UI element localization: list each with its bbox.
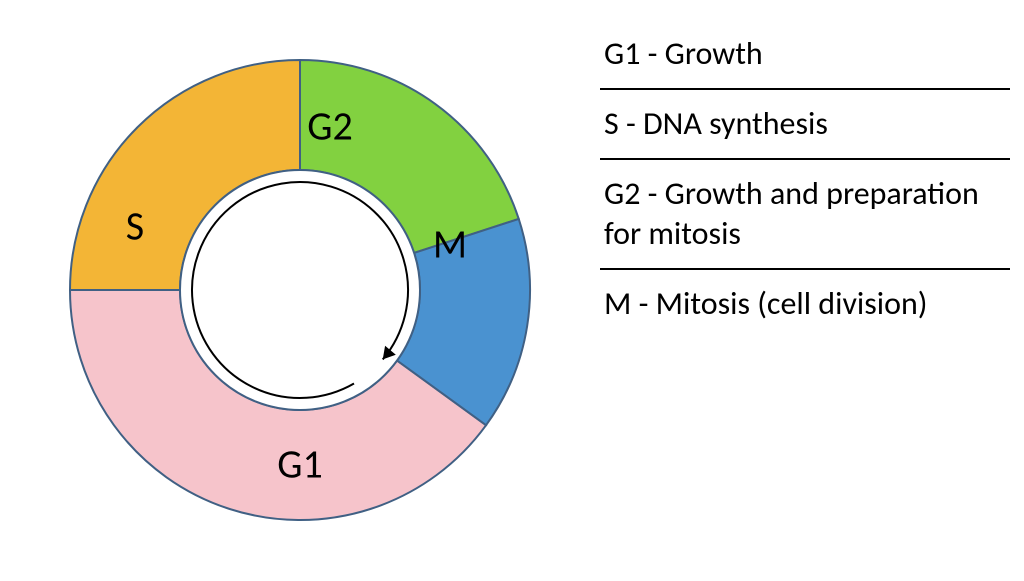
slice-label-s: S <box>126 202 144 251</box>
legend-text: G1 - Growth <box>604 34 763 73</box>
legend-text: S - DNA synthesis <box>604 104 828 143</box>
legend-text: M - Mitosis (cell division) <box>604 284 928 323</box>
legend-item-g2: G2 - Growth and preparation for mitosis <box>600 160 1010 268</box>
diagram-stage: G1 S G2 M G1 - Growth S - DNA synthesis G2 … <box>0 0 1024 581</box>
slice-label-g1: G1 <box>277 440 323 489</box>
legend: G1 - Growth S - DNA synthesis G2 - Growt… <box>600 20 1010 338</box>
slice-label-m: M <box>433 220 467 269</box>
legend-item-g1: G1 - Growth <box>600 20 1010 88</box>
legend-item-s: S - DNA synthesis <box>600 90 1010 158</box>
cell-cycle-svg: G1 S G2 M <box>0 0 590 581</box>
legend-item-m: M - Mitosis (cell division) <box>600 270 1010 338</box>
inner-hole <box>180 170 420 410</box>
slice-label-g2: G2 <box>307 102 353 151</box>
cell-cycle-chart: G1 S G2 M <box>0 0 590 581</box>
legend-text: G2 - Growth and preparation for mitosis <box>604 174 979 253</box>
